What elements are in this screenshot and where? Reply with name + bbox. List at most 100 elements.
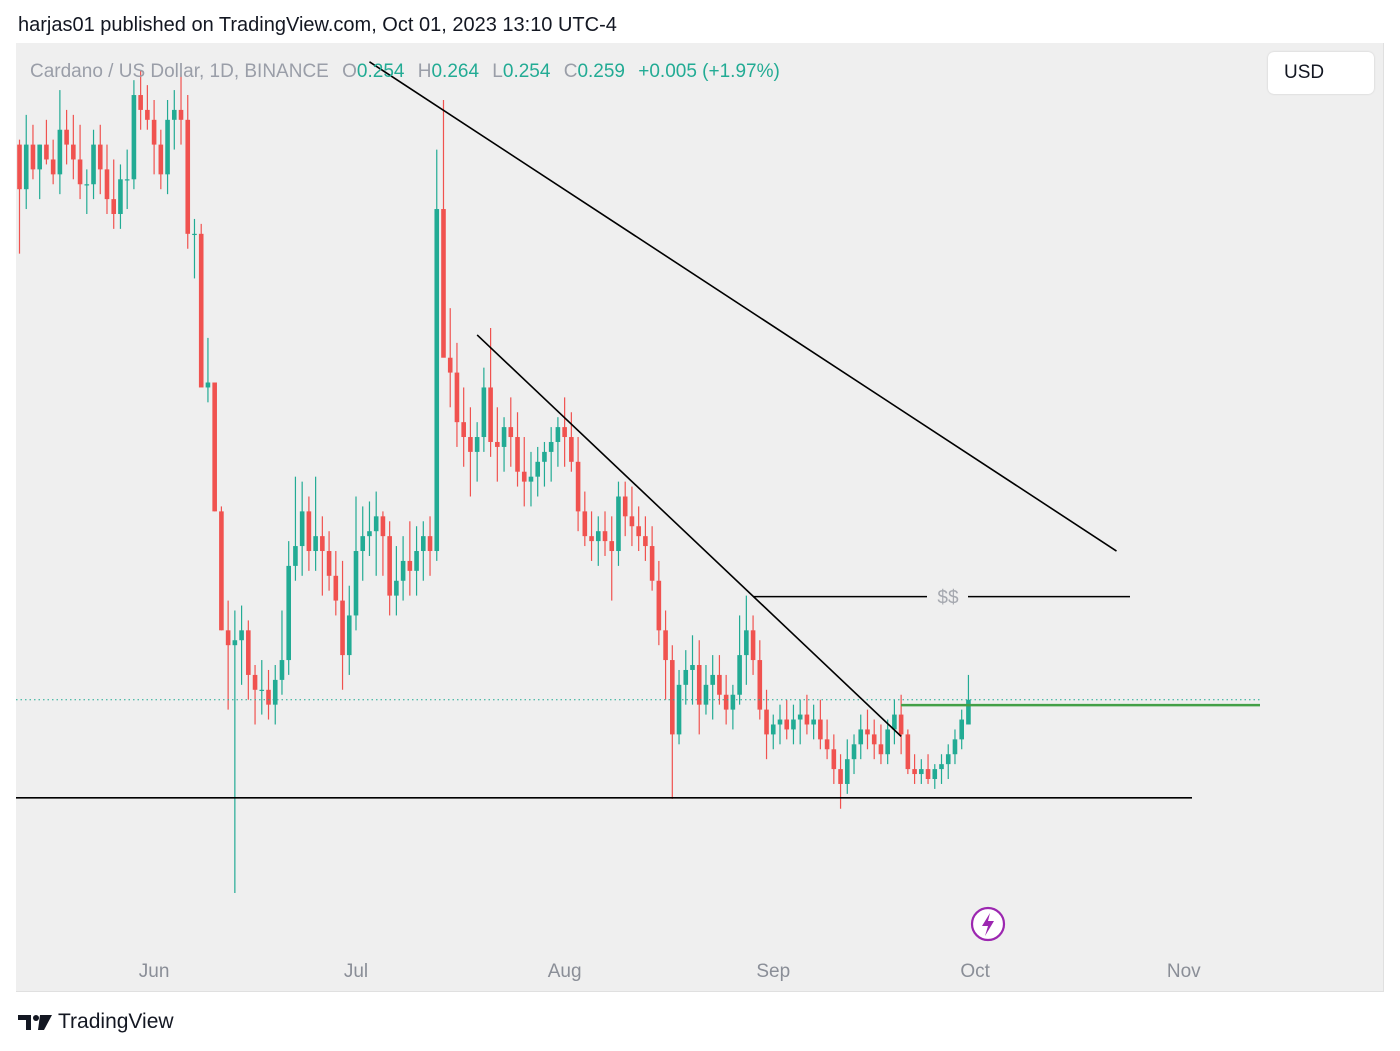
candle-body (723, 694, 729, 710)
candle-body (299, 511, 305, 547)
candle-body (111, 199, 117, 214)
candle (945, 744, 951, 780)
candle-body (340, 600, 345, 656)
candle-body (407, 560, 413, 571)
candle (23, 114, 29, 210)
tradingview-logo-icon (18, 1015, 52, 1030)
candle-body (939, 764, 944, 770)
candle (804, 694, 810, 735)
candle-body (670, 660, 675, 735)
candle-body (50, 159, 56, 175)
candle (818, 699, 823, 750)
candle-body (764, 709, 769, 735)
candle (636, 506, 641, 552)
candle-body (804, 714, 810, 725)
candle-body (77, 159, 83, 185)
candle-body (367, 531, 372, 537)
candle-body (414, 551, 419, 571)
candle (555, 417, 561, 467)
candle-body (326, 551, 332, 576)
level-price-badge (1262, 741, 1342, 767)
candle (178, 75, 184, 145)
candle (394, 546, 399, 616)
candle-body (858, 729, 864, 745)
candle (414, 526, 419, 596)
candle-body (104, 169, 110, 200)
candle-body (501, 427, 507, 447)
candle (158, 129, 164, 190)
candle (609, 516, 615, 601)
candle-body (30, 144, 36, 170)
low-label: L (492, 61, 503, 82)
chart-pane[interactable] (16, 43, 1384, 992)
candle-body (562, 427, 567, 438)
candle (878, 724, 884, 765)
candle-body (118, 179, 123, 214)
candle (521, 437, 527, 507)
candle (723, 674, 729, 725)
candle (838, 754, 843, 809)
candle (831, 734, 837, 784)
candle-body (589, 536, 594, 542)
candle (851, 734, 857, 775)
candle-body (158, 144, 164, 175)
candle-body (777, 719, 783, 725)
lightning-icon[interactable] (970, 906, 1006, 942)
candle (488, 327, 493, 457)
candle-body (784, 719, 790, 730)
candle-body (293, 546, 298, 566)
candle (333, 551, 339, 616)
candle-body (744, 630, 749, 656)
candle (474, 422, 480, 482)
candle (858, 714, 864, 760)
footer: TradingView (18, 1010, 174, 1034)
candle-body (151, 119, 157, 145)
candle (373, 491, 379, 576)
candle-body (468, 437, 473, 452)
candle-body (535, 461, 541, 477)
candle (589, 511, 594, 561)
candle (844, 739, 850, 794)
candle-body (838, 769, 843, 784)
x-tick-label: Aug (548, 961, 582, 982)
symbol-name[interactable]: Cardano / US Dollar, 1D, BINANCE (30, 61, 329, 82)
candle (643, 516, 648, 561)
candle (905, 729, 911, 775)
candle-body (333, 575, 339, 601)
candle (528, 451, 534, 507)
trendline-1 (369, 61, 1117, 552)
candle-body (387, 536, 392, 596)
candle (407, 521, 413, 596)
candle-body (23, 144, 29, 190)
candle (272, 665, 278, 725)
candle (64, 109, 69, 165)
candle-body (865, 729, 870, 735)
candle-body (737, 655, 742, 695)
currency-selector[interactable]: USD (1268, 52, 1374, 94)
candle (198, 223, 204, 388)
y-tick-label: 0.380 (1281, 91, 1329, 112)
candle (360, 506, 366, 581)
candle-body (609, 541, 615, 552)
candle (898, 694, 904, 755)
candle-body (454, 372, 460, 423)
candle (501, 417, 507, 472)
candle-body (138, 95, 143, 110)
candle (757, 640, 763, 720)
candle (750, 615, 756, 675)
candle (454, 342, 460, 447)
candle-body (474, 437, 480, 452)
y-tick-label: 0.360 (1281, 190, 1329, 211)
candle (676, 669, 682, 745)
candle (495, 407, 500, 482)
candle (797, 699, 803, 745)
tradingview-brand: TradingView (58, 1010, 174, 1033)
candle-body (37, 144, 42, 170)
candle (239, 605, 244, 685)
candle (165, 100, 170, 195)
candle (326, 531, 332, 591)
y-tick-label: 0.340 (1281, 289, 1329, 310)
candle-body (286, 565, 291, 661)
candle (367, 501, 372, 556)
